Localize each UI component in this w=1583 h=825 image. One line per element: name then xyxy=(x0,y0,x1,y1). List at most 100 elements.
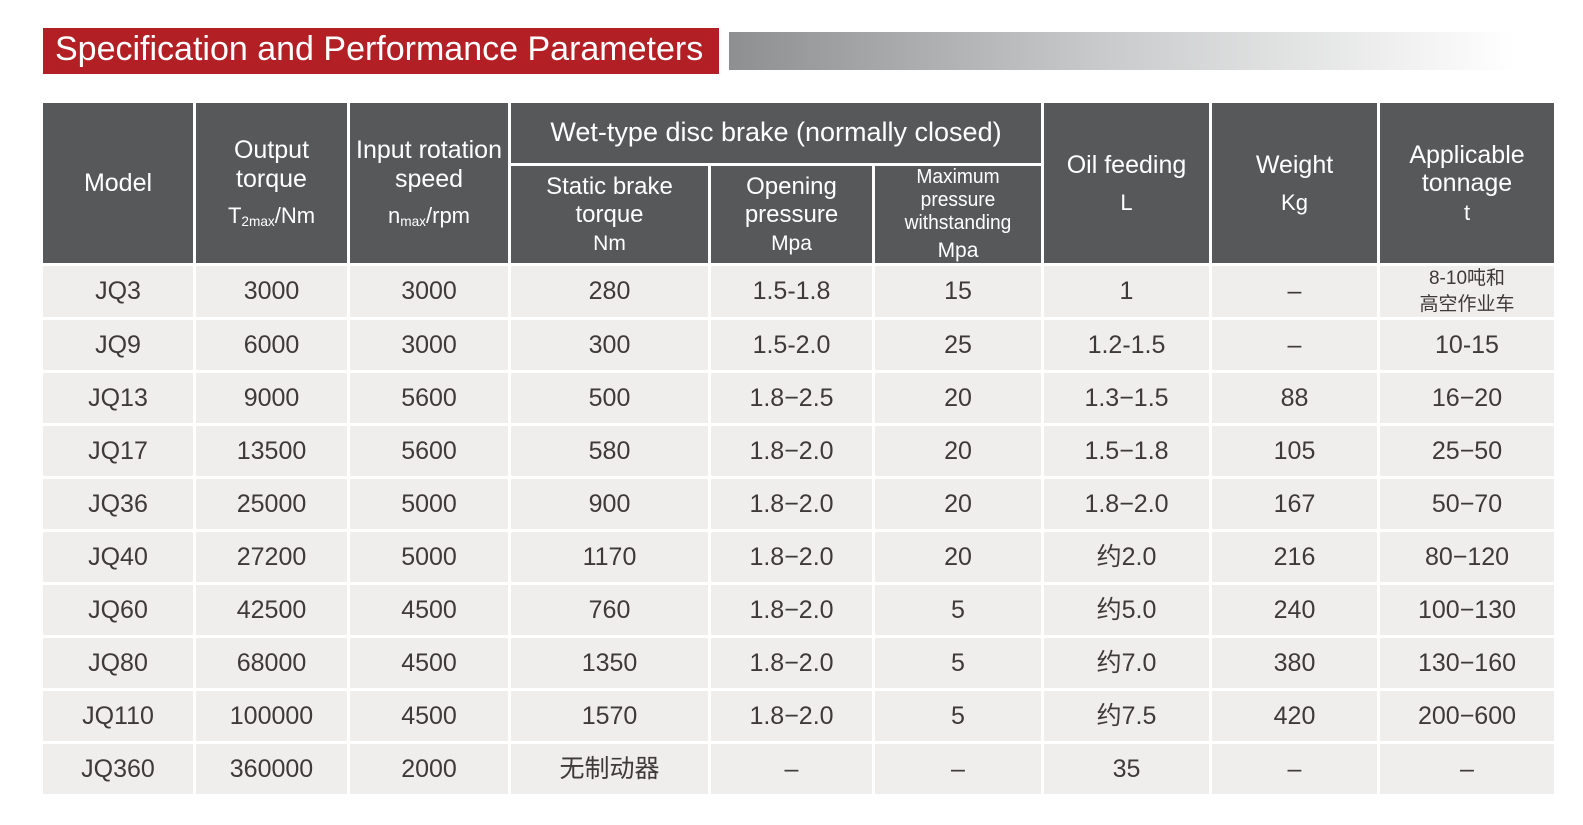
table-cell: – xyxy=(1212,320,1377,371)
col-header-input-speed: Input rotation speed nmax/rpm xyxy=(350,103,508,264)
table-cell: 约7.0 xyxy=(1044,638,1209,689)
table-cell: 3000 xyxy=(350,320,508,371)
table-row: JQ80 68000 4500 1350 1.8−2.0 5 约7.0 380 130−160 xyxy=(43,638,1554,689)
table-cell: 20 xyxy=(875,373,1041,424)
table-row: JQ3 3000 3000 280 1.5-1.8 15 1–8-10吨和 高空作业车 xyxy=(43,266,1554,318)
table-row: JQ9 6000 3000 300 1.5-2.0 25 1.2-1.5–10-15 xyxy=(43,320,1554,371)
table-cell: JQ110 xyxy=(43,691,193,742)
table-cell: 5 xyxy=(875,691,1041,742)
table-cell: 1170 xyxy=(511,532,708,583)
table-cell: 216 xyxy=(1212,532,1377,583)
table-cell: 13500 xyxy=(196,426,347,477)
table-cell: 80−120 xyxy=(1380,532,1554,583)
table-row: JQ17 13500 5600 580 1.8−2.0 20 1.5−1.8 105 25−50 xyxy=(43,426,1554,477)
table-cell: – xyxy=(875,744,1041,795)
table-cell: 5000 xyxy=(350,479,508,530)
header-unit: nmax/rpm xyxy=(388,203,470,230)
table-cell: 1570 xyxy=(511,691,708,742)
table-cell: 4500 xyxy=(350,585,508,636)
table-cell: 1.8−2.0 xyxy=(711,426,872,477)
table-body: JQ3 3000 3000 280 1.5-1.8 15 1–8-10吨和 高空作业车 JQ9… xyxy=(43,266,1554,795)
col-header-model: Model xyxy=(43,103,193,264)
table-cell: 16−20 xyxy=(1380,373,1554,424)
table-cell: JQ13 xyxy=(43,373,193,424)
table-cell: 25 xyxy=(875,320,1041,371)
table-cell: 1350 xyxy=(511,638,708,689)
table-cell: 1 xyxy=(1044,266,1209,318)
table-cell: 约2.0 xyxy=(1044,532,1209,583)
table-cell: 300 xyxy=(511,320,708,371)
table-cell: 20 xyxy=(875,426,1041,477)
header-label: Model xyxy=(83,168,153,197)
col-header-opening-pressure: Opening pressure Mpa xyxy=(711,166,872,264)
table-cell: 20 xyxy=(875,479,1041,530)
table-cell: – xyxy=(1212,744,1377,795)
header-unit: Mpa xyxy=(771,232,812,256)
table-cell: 1.5-1.8 xyxy=(711,266,872,318)
table-cell: 15 xyxy=(875,266,1041,318)
table-cell: 240 xyxy=(1212,585,1377,636)
table-cell: 100−130 xyxy=(1380,585,1554,636)
table-cell: 1.2-1.5 xyxy=(1044,320,1209,371)
table-cell: 1.8−2.0 xyxy=(711,638,872,689)
header-label: Oil feeding xyxy=(1066,151,1187,180)
table-cell: 9000 xyxy=(196,373,347,424)
header-label: Output torque xyxy=(233,135,310,193)
table-cell: 2000 xyxy=(350,744,508,795)
page-title: Specification and Performance Parameters xyxy=(43,28,720,74)
table-cell: 1.8−2.0 xyxy=(711,585,872,636)
table-cell: 1.8−2.0 xyxy=(711,479,872,530)
header-label: Input rotation speed xyxy=(356,135,502,193)
table-cell: 1.3−1.5 xyxy=(1044,373,1209,424)
header-unit: T2max/Nm xyxy=(227,203,316,230)
table-cell: 42500 xyxy=(196,585,347,636)
table-header: Model Output torque T2max/Nm Input rotat… xyxy=(43,103,1554,264)
table-cell: 200−600 xyxy=(1380,691,1554,742)
table-cell: JQ3 xyxy=(43,266,193,318)
table-row: JQ13 9000 5600 500 1.8−2.5 20 1.3−1.5 88 16−20 xyxy=(43,373,1554,424)
col-header-max-pressure: Maximum pressure withstanding Mpa xyxy=(875,166,1041,264)
table-cell: 1.8−2.0 xyxy=(711,532,872,583)
table-cell: 3000 xyxy=(350,266,508,318)
header-unit: Kg xyxy=(1281,189,1308,215)
table-cell: JQ17 xyxy=(43,426,193,477)
header-unit: L xyxy=(1120,189,1133,215)
table-cell: JQ36 xyxy=(43,479,193,530)
table-cell: – xyxy=(1212,266,1377,318)
header-label: Static brake torque xyxy=(546,172,673,228)
table-cell: 无制动器 xyxy=(511,744,708,795)
table-cell: 380 xyxy=(1212,638,1377,689)
table-cell: JQ40 xyxy=(43,532,193,583)
table-cell: JQ80 xyxy=(43,638,193,689)
header-label: Maximum pressure withstanding xyxy=(904,166,1012,234)
table-cell: 4500 xyxy=(350,638,508,689)
table-row: JQ110 100000 4500 1570 1.8−2.0 5 约7.5 420 200−60… xyxy=(43,691,1554,742)
table-cell: 5600 xyxy=(350,426,508,477)
table-cell: – xyxy=(1380,744,1554,795)
title-row: Specification and Performance Parameters xyxy=(43,28,1558,74)
header-label: Weight xyxy=(1255,151,1334,180)
table-cell: 10-15 xyxy=(1380,320,1554,371)
header-label: Applicable tonnage xyxy=(1409,140,1525,198)
table-cell: 5 xyxy=(875,638,1041,689)
table-row: JQ60 42500 4500 760 1.8−2.0 5 约5.0 240 100−130 xyxy=(43,585,1554,636)
header-unit: Nm xyxy=(593,232,626,256)
table-cell: 6000 xyxy=(196,320,347,371)
spec-table: Model Output torque T2max/Nm Input rotat… xyxy=(40,100,1557,797)
header-unit: t xyxy=(1463,200,1471,226)
header-label: Opening pressure xyxy=(744,172,839,228)
table-cell: 360000 xyxy=(196,744,347,795)
table-cell: 105 xyxy=(1212,426,1377,477)
table-row: JQ36 25000 5000 900 1.8−2.0 20 1.8−2.0 167 50−70 xyxy=(43,479,1554,530)
table-cell: 130−160 xyxy=(1380,638,1554,689)
col-header-static-brake: Static brake torque Nm xyxy=(511,166,708,264)
table-cell: 760 xyxy=(511,585,708,636)
table-cell: 1.5-2.0 xyxy=(711,320,872,371)
table-cell: 280 xyxy=(511,266,708,318)
table-cell: 50−70 xyxy=(1380,479,1554,530)
title-gradient-bar xyxy=(729,32,1558,70)
table-cell: 88 xyxy=(1212,373,1377,424)
col-header-output-torque: Output torque T2max/Nm xyxy=(196,103,347,264)
table-row: JQ360 360000 2000 无制动器 – –35– – xyxy=(43,744,1554,795)
table-cell: 420 xyxy=(1212,691,1377,742)
